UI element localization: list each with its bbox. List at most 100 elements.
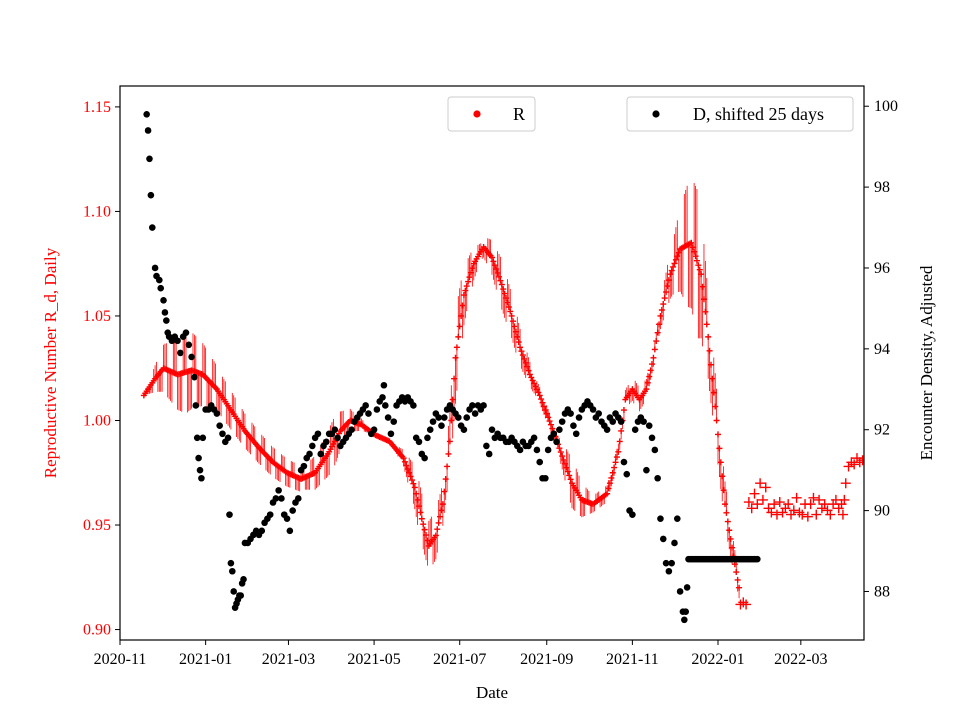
r-point xyxy=(849,459,860,470)
r-point xyxy=(671,260,678,267)
r-point xyxy=(668,267,675,274)
d-point xyxy=(556,426,563,434)
r-point xyxy=(791,492,802,503)
r-point xyxy=(819,499,830,510)
left-tick-label: 0.95 xyxy=(83,517,111,534)
r-point xyxy=(524,363,531,370)
d-point xyxy=(380,381,388,389)
r-point xyxy=(733,569,740,576)
right-tick-label: 100 xyxy=(874,98,898,115)
r-point xyxy=(507,308,514,315)
d-point xyxy=(480,402,487,409)
d-point xyxy=(469,402,476,409)
r-point xyxy=(497,277,504,284)
d-point xyxy=(620,458,628,466)
r-point xyxy=(540,403,547,410)
r-point xyxy=(769,499,780,510)
r-point xyxy=(435,519,442,526)
r-point xyxy=(695,262,702,269)
d-point xyxy=(662,559,670,567)
r-point xyxy=(423,532,430,539)
r-point xyxy=(605,485,612,492)
r-point xyxy=(498,281,505,288)
d-point xyxy=(410,402,417,409)
r-point xyxy=(556,445,563,452)
r-point xyxy=(438,507,445,514)
r-point xyxy=(615,448,622,455)
r-point xyxy=(644,379,651,386)
r-point xyxy=(709,375,716,382)
d-point xyxy=(536,458,544,466)
r-point xyxy=(469,265,476,272)
d-point xyxy=(317,450,325,458)
d-point xyxy=(278,495,285,502)
plot-frame xyxy=(119,85,865,641)
d-point xyxy=(272,495,280,502)
d-point xyxy=(424,434,431,442)
x-tick-label: 2021-01 xyxy=(179,651,232,668)
r-point xyxy=(647,367,654,374)
r-point xyxy=(840,478,851,489)
d-point xyxy=(516,446,524,454)
d-point xyxy=(348,426,355,434)
d-point xyxy=(671,539,678,547)
d-point xyxy=(570,422,577,429)
r-point xyxy=(693,257,700,264)
r-point xyxy=(463,283,470,290)
d-point xyxy=(198,474,205,482)
d-point xyxy=(553,438,560,446)
r-point xyxy=(692,253,699,260)
d-point xyxy=(623,470,631,478)
r-point xyxy=(698,271,705,278)
r-point xyxy=(549,425,556,432)
d-point xyxy=(643,466,650,474)
r-point xyxy=(670,263,677,270)
r-point xyxy=(755,478,766,489)
d-point xyxy=(550,430,558,438)
r-point xyxy=(719,473,726,480)
right-tick-label: 94 xyxy=(874,341,890,358)
d-point xyxy=(648,434,656,442)
d-point xyxy=(216,422,223,429)
r-point xyxy=(724,518,731,525)
d-point xyxy=(283,515,291,522)
d-point xyxy=(188,353,195,361)
r-point xyxy=(752,499,763,510)
d-point xyxy=(460,426,468,434)
r-point xyxy=(566,472,573,479)
right-tick-label: 88 xyxy=(874,583,890,600)
d-point xyxy=(229,567,236,575)
r-point xyxy=(503,295,510,302)
r-point xyxy=(720,487,727,494)
x-tick-label: 2021-07 xyxy=(433,651,486,668)
r-series xyxy=(140,183,864,610)
r-point xyxy=(442,476,449,483)
r-point xyxy=(774,497,785,508)
r-point xyxy=(462,287,469,294)
d-point xyxy=(148,224,156,231)
x-tick-label: 2020-11 xyxy=(94,651,147,668)
r-point xyxy=(557,449,564,456)
r-point xyxy=(465,278,472,285)
r-point xyxy=(458,312,465,319)
d-point xyxy=(370,426,378,434)
r-point xyxy=(658,306,665,313)
d-point xyxy=(156,276,163,284)
r-point xyxy=(401,458,408,465)
x-tick-label: 2021-09 xyxy=(520,651,573,668)
r-point xyxy=(649,361,656,368)
d-point xyxy=(558,418,566,425)
r-point xyxy=(608,474,615,481)
r-point xyxy=(418,515,425,522)
r-point xyxy=(521,355,528,362)
legend-d-marker xyxy=(652,110,660,118)
r-point xyxy=(674,253,681,260)
d-point xyxy=(426,426,434,434)
r-point xyxy=(825,509,836,520)
r-point xyxy=(538,396,545,403)
x-axis: 2020-11 2021-01 2021-03 2021-05 2021-07 2021-… xyxy=(94,640,827,668)
d-point xyxy=(182,329,190,336)
r-point xyxy=(657,312,664,319)
d-point xyxy=(471,410,479,417)
